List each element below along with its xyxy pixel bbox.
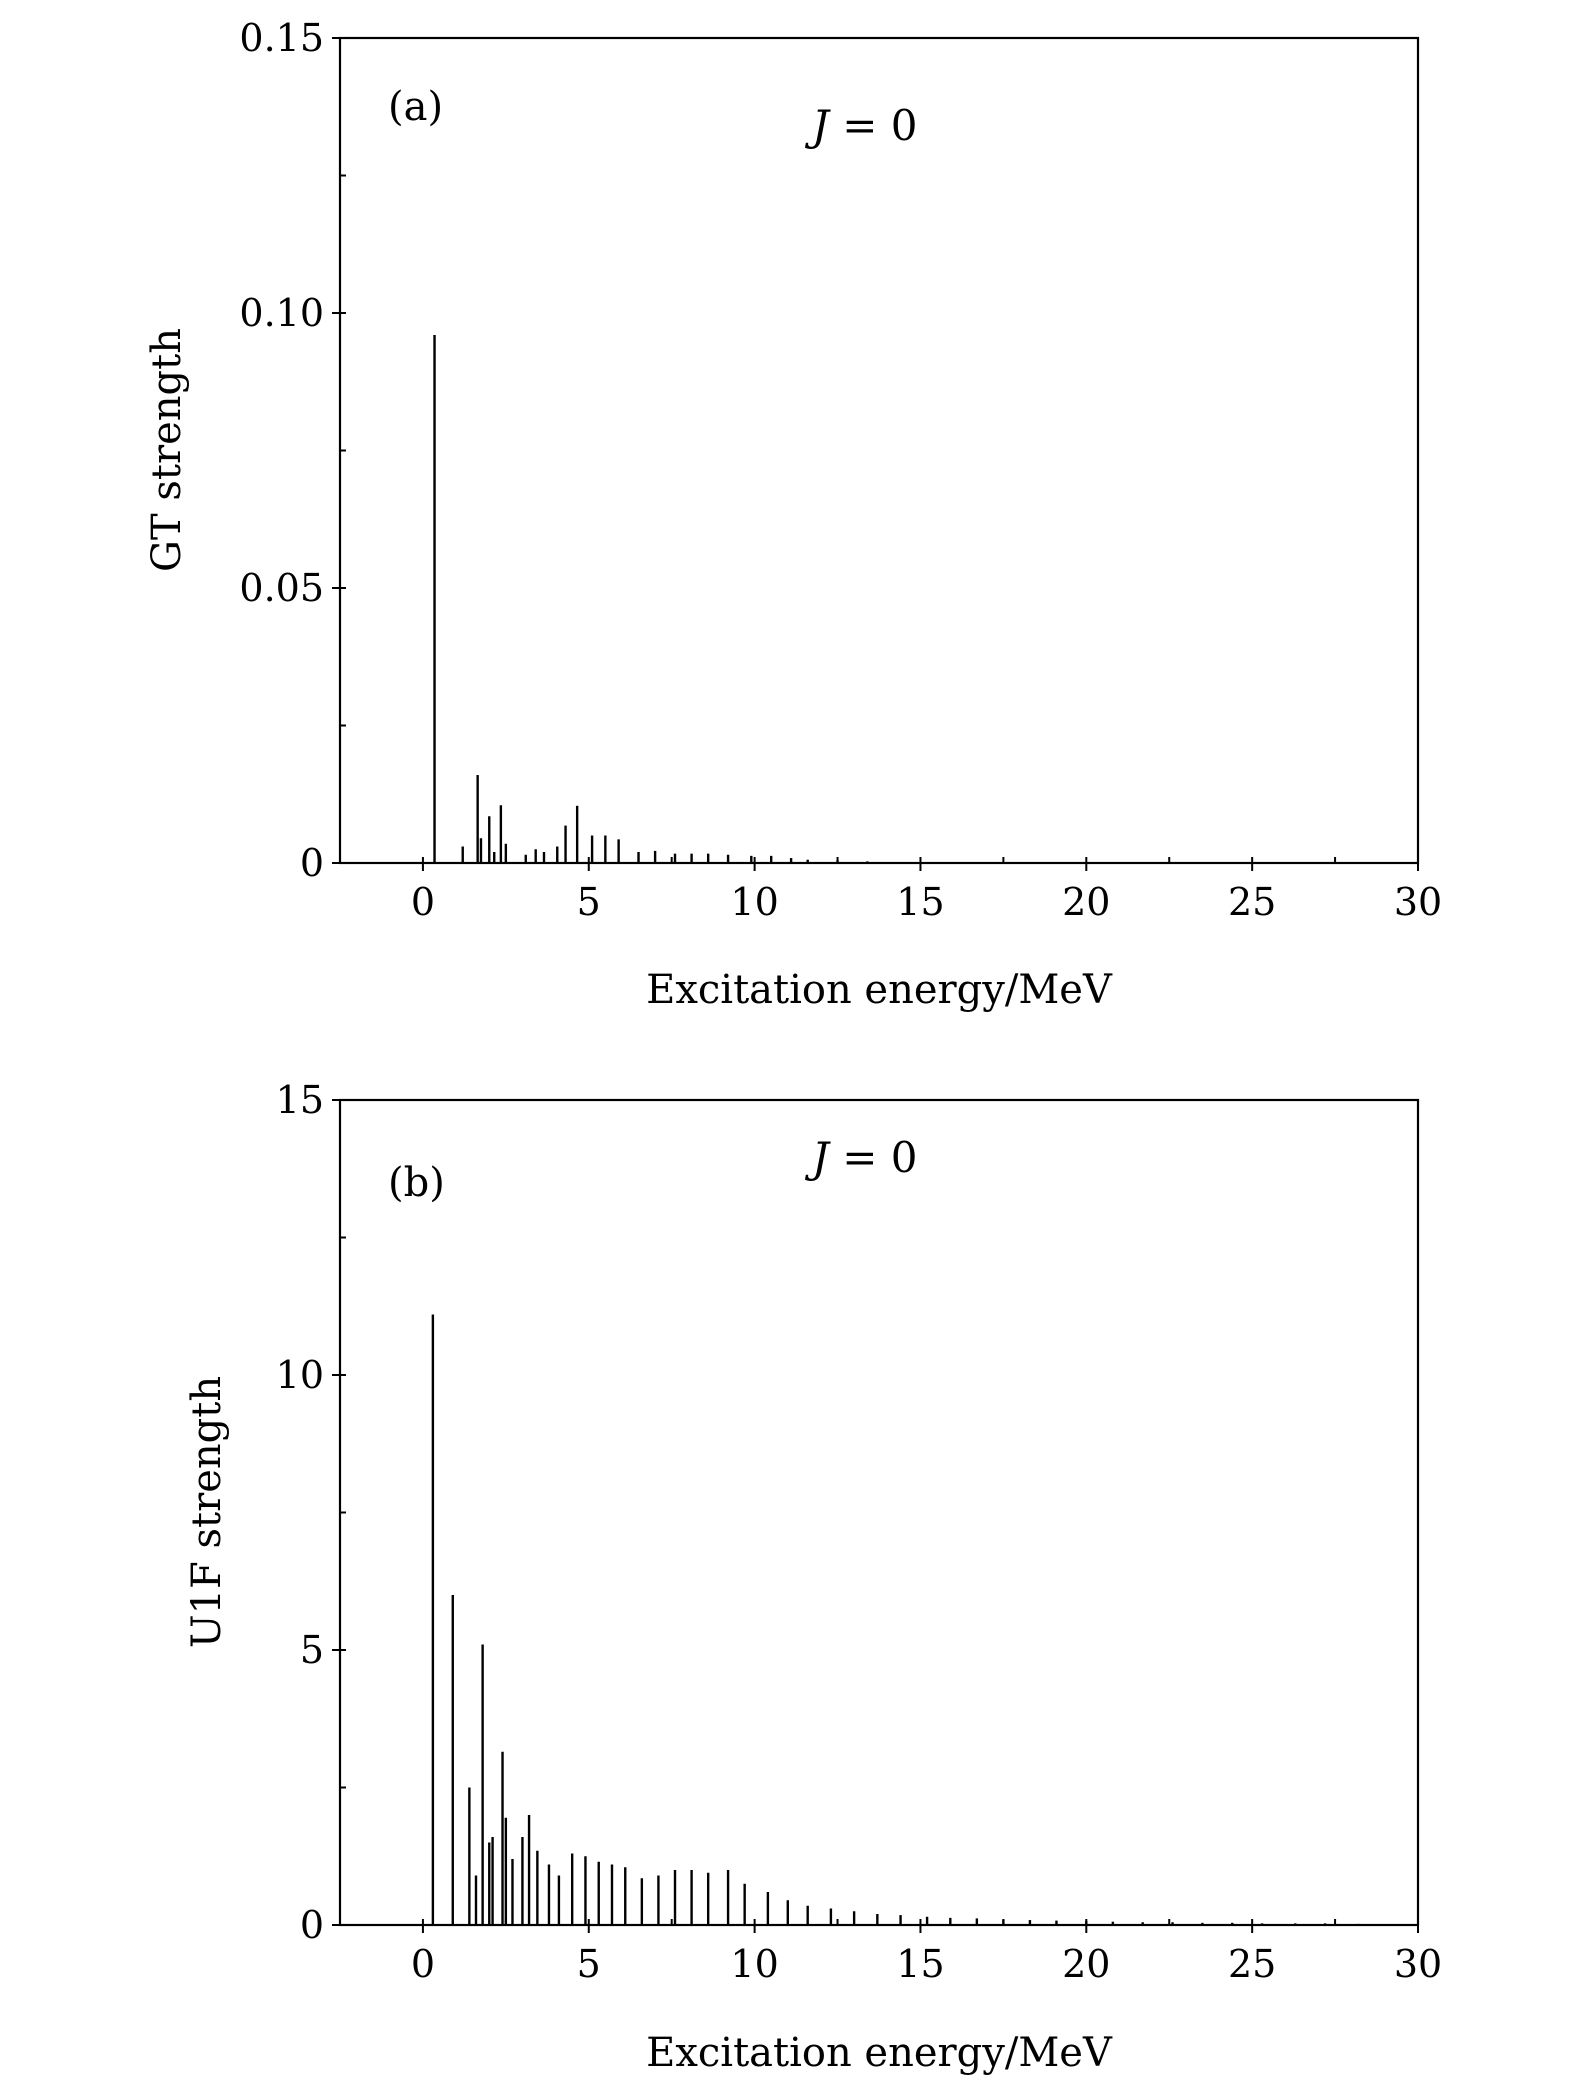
panel-a-y-tick-label: 0.15 [239,16,324,60]
panel-b-x-tick-label: 25 [1228,1942,1276,1986]
panel-a-x-tick-label: 10 [730,880,778,924]
panel-a-frame [338,36,1420,865]
panel-b-y-axis-title: U1F strength [184,1376,230,1648]
panel-a-x-ticks: 0 5 10 15 20 25 30 [339,857,1442,924]
panel-b: 0 5 10 15 20 25 30 0 5 10 15 (b) J = 0 Excitation… [184,1078,1442,2076]
panel-b-y-ticks: 0 5 10 15 [276,1078,346,1947]
panel-b-x-tick-label: 10 [730,1942,778,1986]
panel-b-annotation-symbol: J [804,1133,831,1182]
panel-a-x-tick-label: 20 [1062,880,1110,924]
panel-b-x-tick-label: 20 [1062,1942,1110,1986]
panel-a: 0 5 10 15 20 25 30 0 0.05 0.10 0.15 (a) J = 0 Exc… [144,16,1442,1013]
panel-b-y-tick-label: 10 [276,1353,324,1397]
panel-a-annotation: J = 0 [804,101,917,150]
panel-a-annotation-symbol: J [804,101,831,150]
panel-b-x-tick-label: 5 [577,1942,601,1986]
panel-a-y-tick-label: 0.10 [239,291,324,335]
panel-b-y-tick-label: 0 [300,1903,324,1947]
panel-b-x-ticks: 0 5 10 15 20 25 30 [339,1919,1442,1986]
panel-a-x-tick-label: 15 [896,880,944,924]
panel-b-bars [431,1314,1360,1925]
panel-b-x-tick-label: 30 [1394,1942,1442,1986]
panel-a-annotation-value: = 0 [829,101,918,150]
panel-b-annotation: J = 0 [804,1133,917,1182]
panel-b-x-axis-title: Excitation energy/MeV [646,2030,1113,2076]
panel-a-y-tick-label: 0 [300,841,324,885]
panel-b-annotation-value: = 0 [829,1133,918,1182]
panel-a-x-tick-label: 5 [577,880,601,924]
panel-b-x-tick-label: 0 [411,1942,435,1986]
panel-a-x-tick-label: 30 [1394,880,1442,924]
panel-a-y-tick-label: 0.05 [239,566,324,610]
panel-b-y-tick-label: 5 [300,1628,324,1672]
panel-a-bars [433,335,869,863]
panel-b-label: (b) [388,1160,445,1206]
panel-a-label: (a) [388,84,443,130]
panel-b-y-tick-label: 15 [276,1078,324,1122]
panel-a-y-ticks: 0 0.05 0.10 0.15 [239,16,346,885]
panel-b-x-tick-label: 15 [896,1942,944,1986]
panel-a-x-axis-title: Excitation energy/MeV [646,967,1113,1013]
panel-a-x-tick-label: 0 [411,880,435,924]
panel-a-y-axis-title: GT strength [144,328,190,572]
panel-a-x-tick-label: 25 [1228,880,1276,924]
